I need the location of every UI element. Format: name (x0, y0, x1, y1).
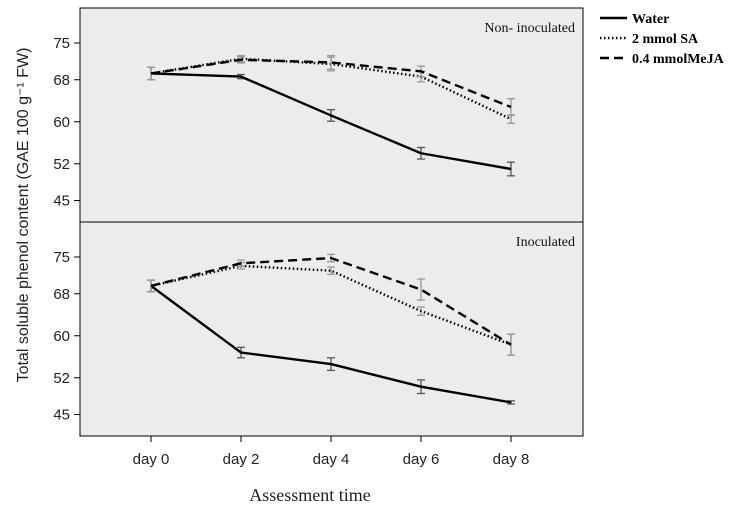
x-tick-label: day 0 (133, 451, 170, 468)
legend-label: Water (632, 12, 669, 27)
x-tick-label: day 8 (493, 451, 530, 468)
y-tick-label: 45 (53, 407, 70, 424)
y-tick-label: 60 (53, 328, 70, 345)
x-tick-label: day 2 (223, 451, 260, 468)
series-0-4-mmolmeja (147, 54, 515, 117)
y-tick-label: 75 (53, 35, 70, 52)
y-tick-label: 75 (53, 249, 70, 266)
series-line (150, 264, 512, 346)
series-line (150, 58, 512, 109)
y-tick-label: 45 (53, 193, 70, 210)
panels-layer: 45 52 60 68 75 Non- inoculated 45 52 60 68 75 Inocu… (53, 7, 584, 468)
x-tick-label: day 4 (313, 451, 350, 468)
y-axis-title: Total soluble phenol content (GAE 100 g⁻… (15, 48, 32, 383)
legend: Water 2 mmol SA 0.4 mmolMeJA (600, 12, 725, 67)
legend-label: 2 mmol SA (632, 32, 699, 47)
series-layer (147, 54, 515, 405)
x-tick-label: day 6 (403, 451, 440, 468)
panel-label: Inoculated (516, 235, 575, 250)
y-tick-label: 52 (53, 370, 70, 387)
y-tick-label: 68 (53, 72, 70, 89)
x-axis-title: Assessment time (249, 485, 371, 505)
y-tick-label: 68 (53, 286, 70, 303)
y-tick-label: 52 (53, 156, 70, 173)
panel-label: Non- inoculated (484, 21, 575, 36)
series-0-4-mmolmeja (147, 253, 515, 356)
y-tick-label: 60 (53, 114, 70, 131)
legend-label: 0.4 mmolMeJA (632, 52, 725, 67)
